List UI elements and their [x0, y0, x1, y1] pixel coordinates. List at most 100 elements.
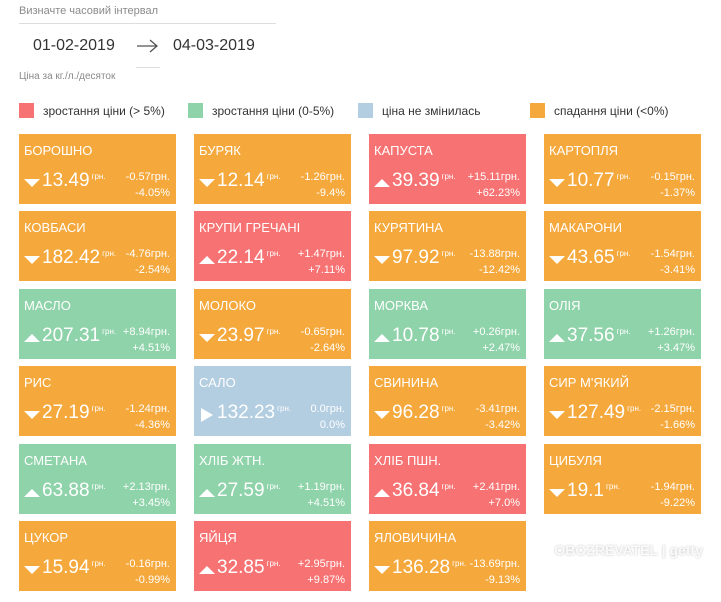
price: 27.59 [217, 479, 265, 501]
change-amount: -1.26грн. [300, 171, 345, 183]
price-unit: грн. [605, 481, 620, 491]
price-wrap: 43.65 грн. [567, 247, 631, 269]
trend-arrow [24, 333, 40, 342]
date-from[interactable]: 01-02-2019 [33, 37, 115, 54]
price-unit: грн. [102, 326, 117, 336]
trend-arrow [549, 333, 565, 342]
change-percent: -4.36% [135, 419, 170, 432]
change-amount: +1.26грн. [647, 325, 695, 338]
price-unit: грн. [91, 404, 106, 414]
trend-arrow [549, 179, 565, 187]
price-card[interactable]: КАРТОПЛЯ 10.77 грн. -0.15грн. -1.37% [544, 134, 701, 204]
change-amount: +2.41грн. [472, 480, 520, 493]
price-card[interactable]: МОЛОКО 23.97 грн. -0.65грн. -2.64% [194, 288, 351, 359]
trend-arrow [374, 333, 390, 342]
price-card[interactable]: СМЕТАНА 63.88 грн. +2.13грн. +3.45% [19, 443, 176, 514]
trend-arrow [374, 256, 390, 265]
trend-arrow [199, 566, 215, 574]
price-wrap: 10.78 грн. [392, 325, 456, 347]
change-amount: -4.76грн. [125, 248, 170, 261]
trend-arrow [24, 256, 40, 265]
date-to[interactable]: 04-03-2019 [173, 37, 255, 54]
trend-arrow [374, 488, 390, 497]
price-card[interactable]: ЯЛОВИЧИНА 136.28 грн. -13.69грн. -9.13% [369, 521, 526, 591]
price-card[interactable]: ЦУКОР 15.94 грн. -0.16грн. -0.99% [19, 521, 176, 591]
change-percent: -12.42% [479, 264, 520, 277]
interval-title: Визначте часовий інтервал [19, 5, 158, 17]
price-unit: грн. [627, 404, 642, 414]
price-card[interactable]: КАПУСТА 39.39 грн. +15.11грн. +62.23% [369, 134, 526, 204]
price-unit: грн. [441, 326, 456, 336]
price-card[interactable]: КУРЯТИНА 97.92 грн. -13.88грн. -12.42% [369, 211, 526, 282]
price-wrap: 22.14 грн. [217, 247, 281, 269]
product-name: ЯЛОВИЧИНА [374, 530, 457, 545]
price-unit: грн. [616, 172, 631, 181]
price-wrap: 27.59 грн. [217, 480, 281, 502]
change-amount: +15.11грн. [467, 171, 520, 183]
product-name: СИР М'ЯКИЙ [549, 375, 629, 391]
trend-arrow [374, 411, 390, 420]
trend-arrow [24, 566, 40, 574]
price-card[interactable]: САЛО 132.23 грн. 0.0грн. 0.0% [194, 366, 351, 437]
price-unit: грн. [441, 404, 456, 414]
product-name: СМЕТАНА [24, 452, 87, 468]
price-card[interactable]: СВИНИНА 96.28 грн. -3.41грн. -3.42% [369, 366, 526, 437]
price-unit: грн. [441, 172, 456, 181]
price-unit: грн. [441, 249, 456, 259]
product-name: МОЛОКО [199, 297, 256, 313]
price-card[interactable]: ХЛІБ ЖТН. 27.59 грн. +1.19грн. +4.51% [194, 443, 351, 514]
product-name: ОЛІЯ [549, 297, 581, 313]
price-card[interactable]: ОЛІЯ 37.56 грн. +1.26грн. +3.47% [544, 288, 701, 359]
change-percent: -3.41% [660, 264, 695, 277]
price-card[interactable]: МАСЛО 207.31 грн. +8.94грн. +4.51% [19, 288, 176, 359]
change-amount: +1.19грн. [297, 480, 345, 493]
price-card[interactable]: ЯЙЦЯ 32.85 грн. +2.95грн. +9.87% [194, 521, 351, 591]
price-unit: грн. [452, 559, 467, 568]
price-wrap: 182.42 грн. [42, 247, 116, 269]
product-name: ЯЙЦЯ [199, 530, 237, 545]
price-unit: грн. [266, 249, 281, 259]
price-card[interactable]: КРУПИ ГРЕЧАНІ 22.14 грн. +1.47грн. +7.11% [194, 211, 351, 282]
change-amount: -0.65грн. [300, 325, 345, 338]
price: 182.42 [42, 247, 101, 269]
price-card[interactable]: МАКАРОНИ 43.65 грн. -1.54грн. -3.41% [544, 211, 701, 282]
price-card[interactable]: ЦИБУЛЯ 19.1 грн. -1.94грн. -9.22% [544, 443, 701, 514]
change-percent: -0.99% [135, 574, 170, 586]
trend-arrow [374, 566, 390, 574]
change-amount: -3.41грн. [475, 403, 520, 416]
trend-arrow [199, 179, 215, 187]
price: 39.39 [392, 170, 440, 191]
price-wrap: 27.19 грн. [42, 402, 106, 424]
product-name: МАКАРОНИ [549, 220, 622, 236]
price-wrap: 37.56 грн. [567, 325, 631, 347]
price-card[interactable]: КОВБАСИ 182.42 грн. -4.76грн. -2.54% [19, 211, 176, 282]
price-card[interactable]: ХЛІБ ПШН. 36.84 грн. +2.41грн. +7.0% [369, 443, 526, 514]
change-percent: +62.23% [476, 187, 520, 199]
price-card[interactable]: БУРЯК 12.14 грн. -1.26грн. -9.4% [194, 134, 351, 204]
change-amount: +0.26грн. [472, 325, 520, 338]
date-underline [136, 67, 160, 68]
price-card[interactable]: МОРКВА 10.78 грн. +0.26грн. +2.47% [369, 288, 526, 359]
trend-arrow [24, 488, 40, 497]
legend-label: зростання ціни (0-5%) [212, 104, 335, 118]
product-name: КАРТОПЛЯ [549, 143, 619, 158]
price-unit: грн. [266, 559, 281, 568]
price-card[interactable]: БОРОШНО 13.49 грн. -0.57грн. -4.05% [19, 134, 176, 204]
legend-label: спадання ціни (<0%) [554, 104, 669, 118]
change-percent: +9.87% [307, 574, 345, 586]
change-percent: +7.11% [308, 264, 345, 277]
price-wrap: 23.97 грн. [217, 325, 281, 347]
change-amount: -1.94грн. [650, 480, 695, 493]
trend-arrow [549, 488, 565, 497]
price-card[interactable]: РИС 27.19 грн. -1.24грн. -4.36% [19, 366, 176, 437]
product-name: САЛО [199, 375, 236, 391]
change-percent: +7.0% [488, 496, 521, 509]
price-wrap: 12.14 грн. [217, 170, 281, 192]
date-arrow [137, 39, 158, 53]
price: 19.1 [567, 479, 604, 501]
price: 136.28 [392, 557, 451, 578]
price-card[interactable]: СИР М'ЯКИЙ 127.49 грн. -2.15грн. -1.66% [544, 366, 701, 437]
legend-label: ціна не змінилась [382, 104, 481, 118]
change-percent: +4.51% [307, 496, 345, 509]
change-percent: -9.13% [485, 574, 520, 586]
